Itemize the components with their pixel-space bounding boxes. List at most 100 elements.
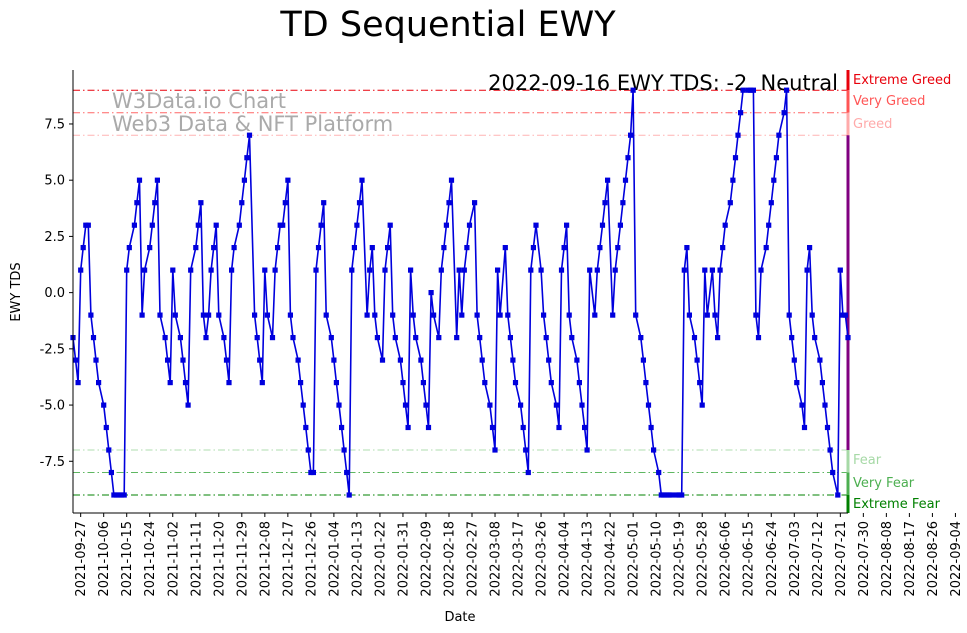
data-point [525,469,531,476]
data-point [139,312,145,318]
x-tick-label: 2022-02-18 [443,521,458,597]
data-point [254,335,260,341]
data-point [801,424,808,431]
data-point [697,380,703,386]
x-tick-label: 2021-11-20 [212,521,227,597]
data-point [328,335,334,341]
data-point [300,402,306,408]
data-point [372,312,378,318]
data-point [229,267,235,273]
data-point [599,222,606,228]
x-tick-label: 2022-06-15 [742,521,757,597]
x-tick-label: 2022-01-13 [350,521,365,597]
data-point [656,469,662,476]
x-tick-label: 2022-05-01 [627,521,642,597]
data-point [390,312,396,318]
data-point [771,177,777,183]
x-tick-label: 2022-08-08 [880,521,895,597]
x-tick-label: 2022-04-13 [581,521,596,597]
data-point [413,335,419,341]
data-point [592,312,598,318]
data-point [617,222,623,228]
zone-label-extreme-fear: Extreme Fear [853,497,941,512]
x-tick-label: 2021-10-06 [97,521,112,597]
data-point [134,200,140,206]
data-point [807,245,813,251]
data-point [177,335,183,341]
data-point [203,335,209,341]
data-point [369,245,375,251]
data-point [257,357,263,363]
x-tick-label: 2022-05-28 [696,521,711,597]
data-point [93,357,99,363]
x-tick-label: 2022-02-09 [420,521,435,597]
data-point [735,132,741,138]
data-point [702,267,708,273]
data-point [185,402,191,408]
data-point [351,245,357,251]
data-point [558,267,565,273]
data-point [482,380,488,386]
data-point [768,200,774,206]
data-point [679,492,685,498]
x-tick-label: 2021-11-11 [189,521,204,597]
data-point [354,222,360,228]
data-point [528,267,534,273]
x-tick-label: 2021-12-17 [281,521,296,597]
x-tick-label: 2022-07-21 [834,521,849,597]
data-point [640,357,646,363]
data-point [561,245,567,251]
data-point [392,335,398,341]
data-point [425,424,432,431]
data-point [323,312,329,318]
data-point [259,380,265,386]
data-point [88,312,94,318]
data-point [648,424,654,431]
data-point [799,402,805,408]
data-point [625,155,631,161]
data-point [755,335,762,341]
data-point [699,402,705,408]
data-point [781,110,787,116]
x-tick-label: 2021-11-02 [166,521,181,597]
data-point [495,267,501,273]
data-point [745,87,751,93]
data-point [543,335,549,341]
data-point [239,200,245,206]
data-point [827,447,833,453]
data-point [108,469,114,476]
x-axis-label: Date [444,610,475,625]
data-point [356,200,363,206]
x-tick-label: 2021-12-26 [304,521,319,597]
data-point [410,312,416,318]
data-point [541,312,547,318]
data-point [157,312,163,318]
y-axis-ticks: -7.5 -5.0 -2.5 0.0 2.5 5.0 7.5 [40,117,73,470]
data-point [466,222,473,228]
data-point [206,312,212,318]
data-point [459,312,465,318]
data-point [548,380,554,386]
data-point [817,357,823,363]
data-point [610,312,616,318]
data-point [264,312,270,318]
data-point [269,335,276,341]
data-point [794,380,800,386]
x-tick-label: 2022-07-03 [788,521,803,597]
data-point [441,245,447,251]
x-tick-label: 2022-05-10 [650,521,665,597]
data-point [290,335,296,341]
data-point [121,492,127,498]
data-point [835,492,841,498]
data-point [315,245,322,251]
data-point [553,402,559,408]
data-point [722,222,728,228]
data-point [582,424,588,431]
data-point [704,312,710,318]
x-tick-label: 2021-10-24 [143,521,158,597]
data-point [195,222,201,228]
data-point [400,380,406,386]
data-point [397,357,403,363]
data-point [502,245,508,251]
